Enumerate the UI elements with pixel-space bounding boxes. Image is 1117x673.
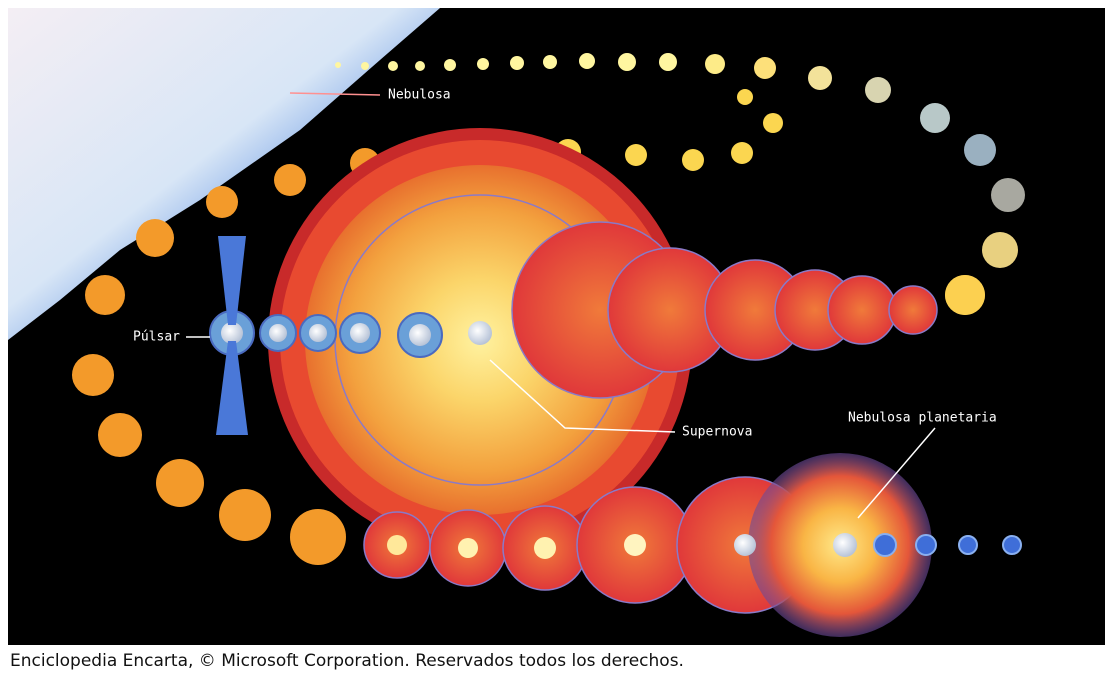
white-dwarf [958, 535, 978, 555]
core [409, 324, 431, 346]
white-dwarf [915, 534, 937, 556]
core [468, 321, 492, 345]
star [682, 149, 704, 171]
core [534, 537, 556, 559]
star [136, 219, 174, 257]
leader-line [489, 359, 676, 433]
label: Nebulosa [388, 88, 451, 103]
star [72, 354, 114, 396]
label: Nebulosa planetaria [848, 411, 997, 426]
leaders [186, 92, 936, 519]
nebula-cloud [8, 8, 440, 340]
leader-line [289, 92, 381, 96]
star [618, 53, 636, 71]
star [763, 113, 783, 133]
red-giant [827, 275, 897, 345]
star [991, 178, 1025, 212]
star [361, 62, 369, 70]
core [269, 324, 287, 342]
white-dwarf [1002, 535, 1022, 555]
star [477, 58, 489, 70]
star [388, 61, 398, 71]
star [705, 54, 725, 74]
core [624, 534, 646, 556]
red-giant [888, 285, 938, 335]
caption: Enciclopedia Encarta, © Microsoft Corpor… [10, 651, 684, 671]
label: Púlsar [133, 330, 180, 345]
star [85, 275, 125, 315]
star [865, 77, 891, 103]
core [387, 535, 407, 555]
star [737, 89, 753, 105]
star [808, 66, 832, 90]
star [945, 275, 985, 315]
star [510, 56, 524, 70]
star [415, 61, 425, 71]
label: Supernova [682, 425, 752, 440]
beam [216, 341, 248, 435]
star [754, 57, 776, 79]
leader-line [857, 427, 936, 519]
star [543, 55, 557, 69]
star [98, 413, 142, 457]
star [206, 186, 238, 218]
white-dwarf [873, 533, 897, 557]
star [982, 232, 1018, 268]
star [274, 164, 306, 196]
star [920, 103, 950, 133]
star [579, 53, 595, 69]
star [335, 62, 341, 68]
star [156, 459, 204, 507]
core [734, 534, 756, 556]
beam [218, 236, 246, 325]
star [444, 59, 456, 71]
core [221, 322, 243, 344]
pulsar-beams [216, 236, 248, 435]
core [833, 533, 857, 557]
star [964, 134, 996, 166]
core [309, 324, 327, 342]
star [731, 142, 753, 164]
core [350, 323, 370, 343]
star [659, 53, 677, 71]
core [458, 538, 478, 558]
star [625, 144, 647, 166]
star [219, 489, 271, 541]
star [290, 509, 346, 565]
